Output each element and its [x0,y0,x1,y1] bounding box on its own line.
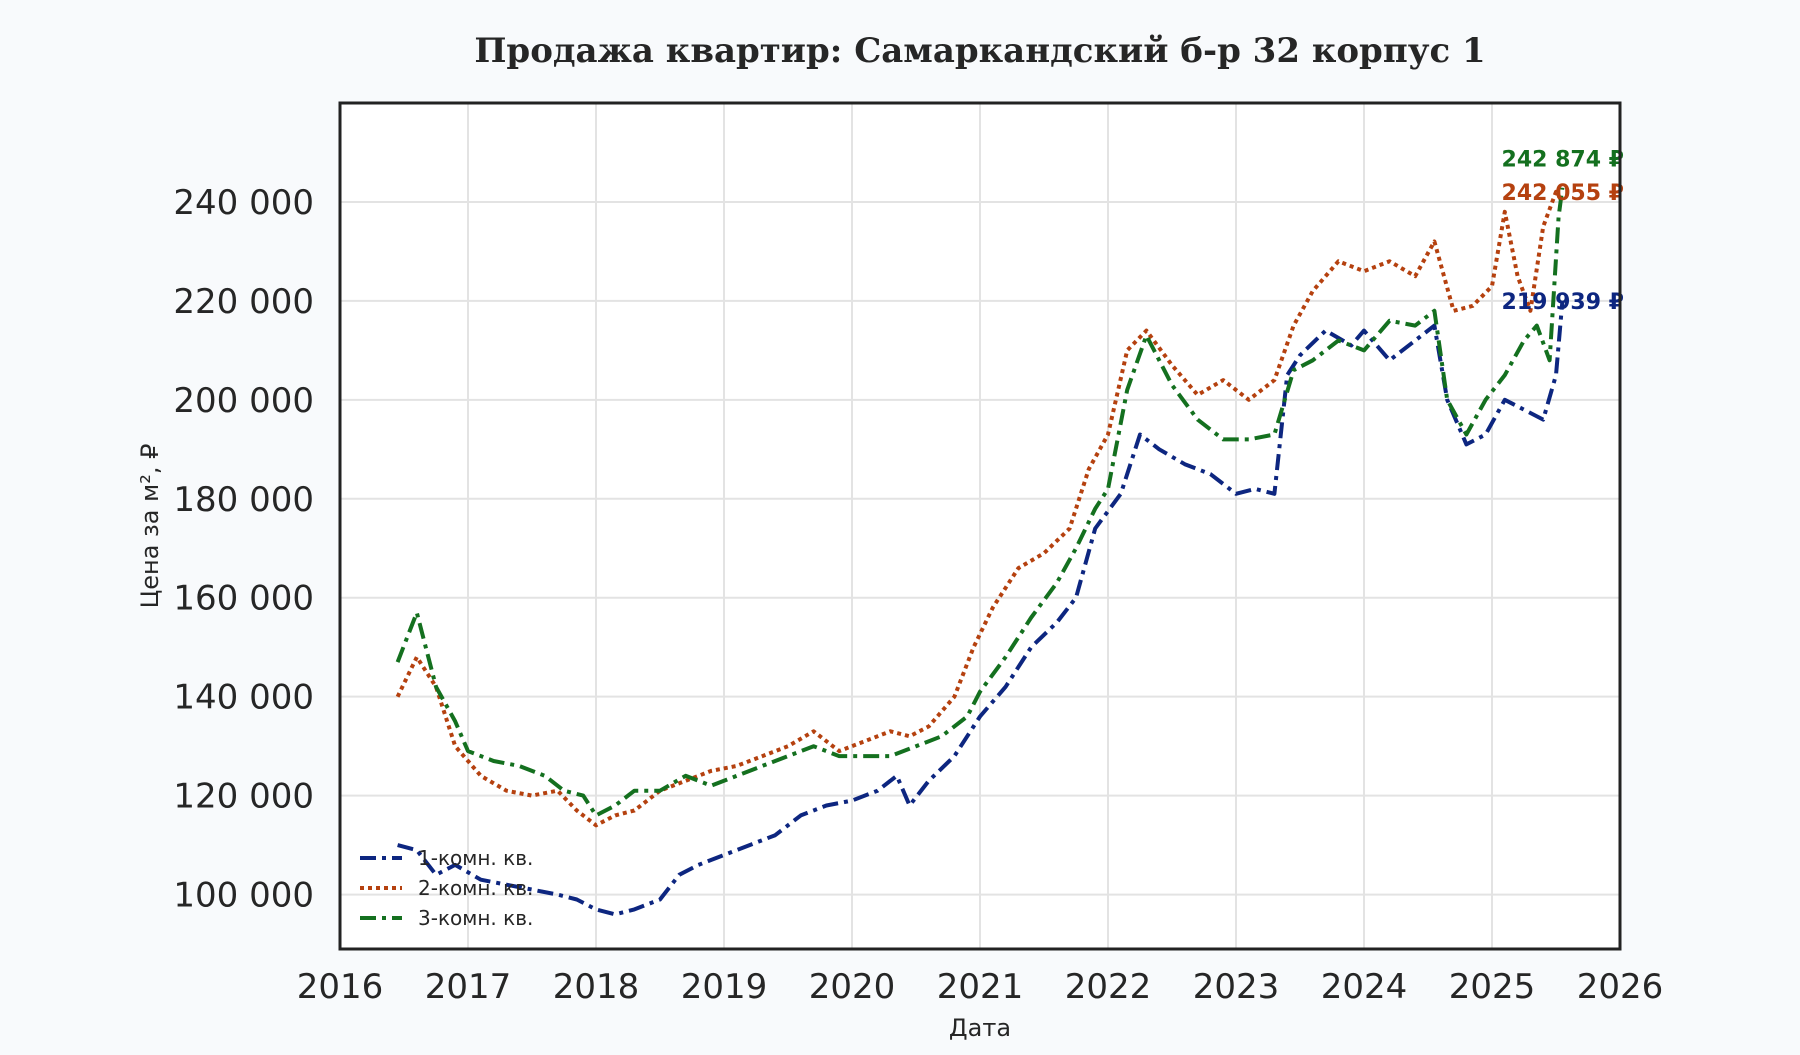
y-tick-label: 180 000 [173,480,314,520]
y-tick-labels: 100 000 120 000 140 000 160 000 180 000 200 0… [173,183,314,916]
x-axis-label: Дата [949,1014,1011,1042]
y-tick-label: 240 000 [173,183,314,223]
grid-lines [340,103,1620,949]
series-end-label-1: 219 939 ₽ [1502,290,1624,315]
series-end-label-2: 242 055 ₽ [1502,181,1624,206]
y-tick-label: 100 000 [173,876,314,916]
y-tick-label: 220 000 [173,282,314,322]
legend-label-2: 2-комн. кв. [418,876,533,900]
legend-label-1: 1-комн. кв. [418,846,533,870]
x-tick-label: 2021 [937,967,1024,1007]
x-tick-label: 2023 [1193,967,1280,1007]
series-lines [395,187,1565,917]
series-line-2 [395,189,1565,828]
x-tick-label: 2017 [425,967,512,1007]
series-end-label-3: 242 874 ₽ [1502,147,1624,172]
series-line-3 [395,187,1565,818]
x-tick-label: 2024 [1321,967,1408,1007]
x-tick-labels: 2016 2017 2018 2019 2020 2021 2022 2023 2024 2025… [297,967,1664,1007]
end-labels: 219 939 ₽ 242 055 ₽ 242 874 ₽ [1502,147,1624,315]
x-tick-label: 2022 [1065,967,1152,1007]
series-line-1 [397,300,1565,917]
legend-label-3: 3-комн. кв. [418,906,533,930]
x-tick-label: 2018 [553,967,640,1007]
chart-title: Продажа квартир: Самаркандский б-р 32 ко… [474,31,1485,71]
x-tick-label: 2026 [1577,967,1664,1007]
y-tick-label: 200 000 [173,381,314,421]
x-tick-label: 2016 [297,967,384,1007]
y-tick-label: 140 000 [173,678,314,718]
y-tick-label: 120 000 [173,777,314,817]
x-tick-label: 2025 [1449,967,1536,1007]
legend: 1-комн. кв. 2-комн. кв. 3-комн. кв. [360,846,533,930]
plot-frame [338,101,1622,951]
y-axis-label: Цена за м², ₽ [136,444,164,609]
x-tick-label: 2019 [681,967,768,1007]
x-tick-label: 2020 [809,967,896,1007]
y-tick-label: 160 000 [173,579,314,619]
